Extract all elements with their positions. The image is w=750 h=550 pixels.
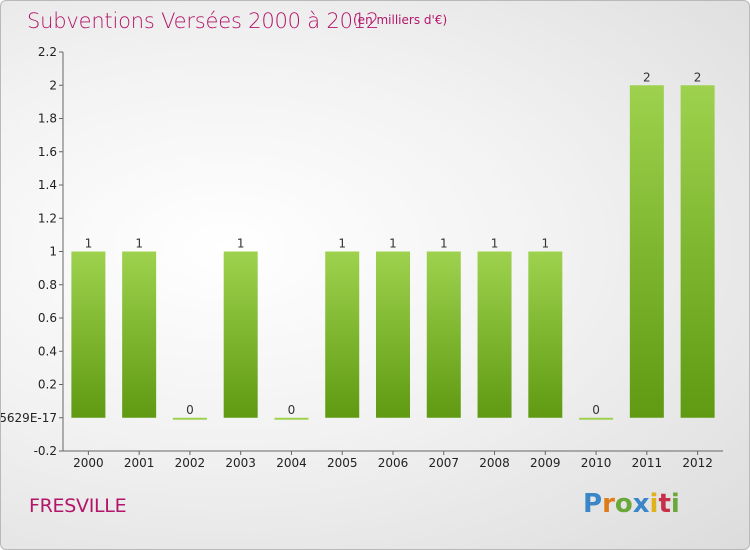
x-tick-label: 2012 [682, 456, 713, 470]
x-tick-label: 2001 [124, 456, 155, 470]
y-tick-label: 2.2 [38, 45, 57, 59]
y-tick-label: 1.8 [38, 112, 57, 126]
chart-labels: 1 1 0 1 0 1 1 1 1 1 0 2 2 [85, 70, 702, 417]
y-tick-label: 0.8 [38, 278, 57, 292]
bar [71, 251, 106, 418]
chart-bars [71, 85, 715, 420]
y-tick-label: 1.6 [38, 145, 57, 159]
x-tick-label: 2000 [73, 456, 104, 470]
bar [477, 251, 512, 418]
chart-axes: -0.2 -1.5629E-17 0.2 0.4 0.6 0.8 1 1.2 1.4 1.6 1.8… [1, 45, 723, 470]
x-tick-label: 2011 [632, 456, 663, 470]
bar-value-label: 1 [389, 237, 397, 251]
x-tick-label: 2009 [530, 456, 561, 470]
x-tick-label: 2003 [225, 456, 256, 470]
logo-letter: P [583, 489, 603, 519]
y-tick-label: -1.5629E-17 [1, 411, 57, 425]
bar [172, 417, 207, 420]
bar-value-label: 1 [440, 237, 448, 251]
y-tick-label: 1.4 [38, 178, 57, 192]
bar-value-label: 2 [694, 70, 702, 84]
bar [528, 251, 563, 418]
logo-letter: i [649, 489, 659, 519]
y-tick-label: 0.4 [38, 344, 57, 358]
bar-value-label: 0 [186, 403, 194, 417]
bar [325, 251, 360, 418]
bar-value-label: 1 [135, 237, 143, 251]
bar [122, 251, 157, 418]
x-tick-label: 2007 [428, 456, 459, 470]
proxiti-logo[interactable]: Proxiti [583, 489, 680, 519]
x-tick-label: 2005 [327, 456, 358, 470]
bar [629, 85, 664, 418]
bar-value-label: 2 [643, 70, 651, 84]
y-tick-label: 0.2 [38, 378, 57, 392]
y-tick-label: 2 [49, 78, 57, 92]
bar [426, 251, 461, 418]
y-tick-label: 1.2 [38, 211, 57, 225]
x-tick-label: 2004 [276, 456, 307, 470]
bar-value-label: 1 [237, 237, 245, 251]
chart-subtitle: (en milliers d'€) [353, 13, 448, 27]
bar-value-label: 0 [288, 403, 296, 417]
logo-letter: o [614, 489, 633, 519]
bar-value-label: 1 [541, 237, 549, 251]
logo-letter: r [602, 489, 615, 519]
chart-title: Subventions Versées 2000 à 2012 [27, 9, 380, 33]
y-tick-label: -0.2 [34, 444, 57, 458]
bar-value-label: 1 [85, 237, 93, 251]
commune-name: FRESVILLE [29, 495, 127, 517]
bar-value-label: 1 [338, 237, 346, 251]
bar [274, 417, 309, 420]
logo-letter: t [658, 489, 671, 519]
x-tick-label: 2006 [378, 456, 409, 470]
bar [376, 251, 410, 418]
x-tick-label: 2010 [581, 456, 612, 470]
bar-value-label: 0 [592, 403, 600, 417]
logo-letter: x [632, 489, 650, 519]
bar [223, 251, 258, 418]
bar [680, 85, 715, 418]
logo-letter: i [670, 489, 680, 519]
bar-value-label: 1 [491, 237, 499, 251]
y-tick-label: 1 [49, 245, 57, 259]
bar [579, 417, 614, 420]
x-tick-label: 2002 [175, 456, 206, 470]
x-tick-label: 2008 [479, 456, 510, 470]
y-tick-label: 0.6 [38, 311, 57, 325]
